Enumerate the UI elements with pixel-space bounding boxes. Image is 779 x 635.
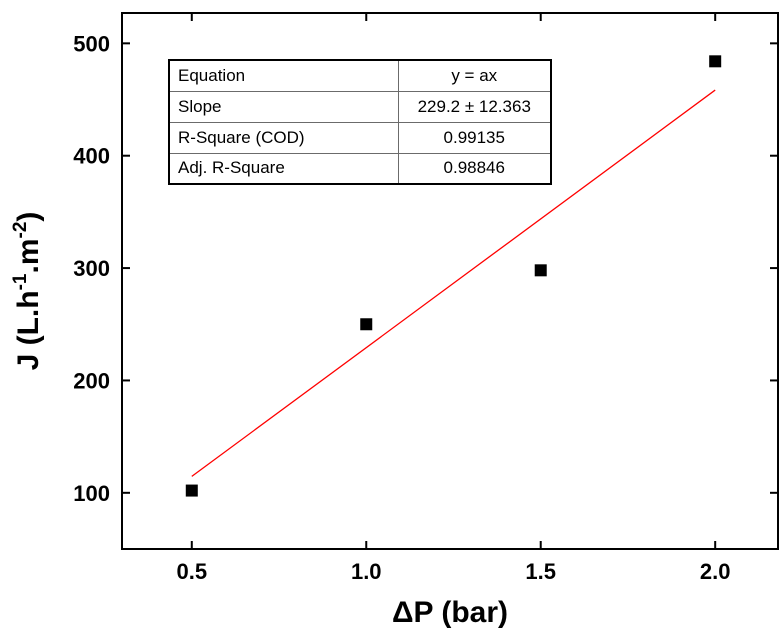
stat-value: y = ax bbox=[397, 59, 552, 92]
y-tick-label: 100 bbox=[73, 481, 110, 506]
stat-label: R-Square (COD) bbox=[168, 121, 399, 154]
stat-value: 0.99135 bbox=[397, 121, 552, 154]
stat-value: 229.2 ± 12.363 bbox=[397, 90, 552, 123]
stat-label: Equation bbox=[168, 59, 399, 92]
table-row: Slope 229.2 ± 12.363 bbox=[168, 90, 552, 123]
stat-label: Adj. R-Square bbox=[168, 152, 399, 185]
y-axis-title-superscript: -1 bbox=[10, 273, 31, 290]
tick-labels: 0.5 1.0 1.5 2.0 100 200 300 400 500 bbox=[73, 31, 730, 584]
y-axis-title-part: .m bbox=[12, 238, 45, 273]
table-row: Adj. R-Square 0.98846 bbox=[168, 152, 552, 185]
fit-statistics-table: Equation y = ax Slope 229.2 ± 12.363 R-S… bbox=[168, 59, 552, 185]
y-axis-title-part: ) bbox=[12, 212, 45, 222]
stat-label: Slope bbox=[168, 90, 399, 123]
x-tick-label: 0.5 bbox=[176, 559, 207, 584]
x-tick-label: 1.5 bbox=[525, 559, 556, 584]
data-point bbox=[709, 55, 722, 68]
plot-frame bbox=[121, 12, 779, 550]
y-axis-title-part: J (L.h bbox=[12, 290, 45, 370]
x-axis-title: ΔP (bar) bbox=[392, 596, 508, 629]
data-points bbox=[185, 55, 722, 497]
table-row: R-Square (COD) 0.99135 bbox=[168, 121, 552, 154]
fit-line-layer bbox=[191, 89, 716, 477]
table-row: Equation y = ax bbox=[168, 59, 552, 92]
y-tick-label: 300 bbox=[73, 256, 110, 281]
y-tick-label: 500 bbox=[73, 31, 110, 56]
x-tick-label: 2.0 bbox=[700, 559, 731, 584]
stat-value: 0.98846 bbox=[397, 152, 552, 185]
y-tick-label: 200 bbox=[73, 368, 110, 393]
data-point bbox=[185, 484, 198, 497]
y-tick-label: 400 bbox=[73, 144, 110, 169]
y-axis-title: J (L.h-1.m-2) bbox=[10, 212, 45, 371]
fit-line bbox=[191, 89, 716, 477]
data-point bbox=[360, 318, 373, 331]
data-point bbox=[534, 264, 547, 277]
axis-ticks bbox=[122, 13, 778, 549]
y-axis-title-superscript: -2 bbox=[10, 222, 31, 239]
x-tick-label: 1.0 bbox=[351, 559, 382, 584]
